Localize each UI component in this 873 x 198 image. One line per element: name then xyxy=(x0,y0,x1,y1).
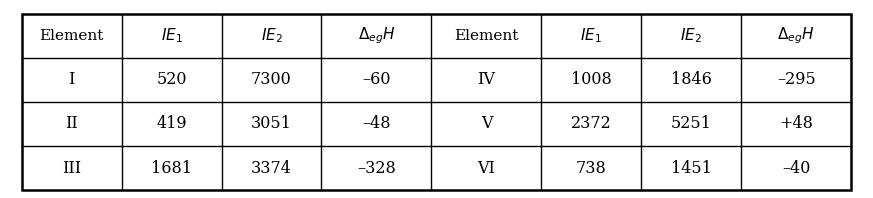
Text: 419: 419 xyxy=(156,115,187,132)
Text: $IE_1$: $IE_1$ xyxy=(581,27,602,45)
Text: –295: –295 xyxy=(777,71,815,89)
Text: 1681: 1681 xyxy=(151,160,192,177)
Text: 1451: 1451 xyxy=(670,160,711,177)
Text: 3051: 3051 xyxy=(251,115,292,132)
Text: –48: –48 xyxy=(362,115,390,132)
Text: 1846: 1846 xyxy=(670,71,711,89)
Text: 520: 520 xyxy=(156,71,187,89)
Text: VI: VI xyxy=(478,160,495,177)
Text: 7300: 7300 xyxy=(251,71,292,89)
Text: IV: IV xyxy=(478,71,495,89)
Bar xyxy=(22,14,851,190)
Text: 738: 738 xyxy=(576,160,607,177)
Text: II: II xyxy=(65,115,78,132)
Text: 3374: 3374 xyxy=(251,160,292,177)
Text: 5251: 5251 xyxy=(670,115,711,132)
Text: +48: +48 xyxy=(780,115,813,132)
Text: –40: –40 xyxy=(782,160,810,177)
Text: –328: –328 xyxy=(357,160,395,177)
Text: –60: –60 xyxy=(362,71,390,89)
Text: $\Delta_{eg}H$: $\Delta_{eg}H$ xyxy=(778,26,815,46)
Text: $IE_1$: $IE_1$ xyxy=(161,27,182,45)
Text: Element: Element xyxy=(39,29,104,43)
Text: V: V xyxy=(481,115,492,132)
Text: 2372: 2372 xyxy=(571,115,612,132)
Text: $IE_2$: $IE_2$ xyxy=(260,27,282,45)
Text: Element: Element xyxy=(454,29,519,43)
Text: $IE_2$: $IE_2$ xyxy=(680,27,702,45)
Text: I: I xyxy=(69,71,75,89)
Text: 1008: 1008 xyxy=(571,71,612,89)
Text: $\Delta_{eg}H$: $\Delta_{eg}H$ xyxy=(358,26,395,46)
Text: III: III xyxy=(62,160,81,177)
